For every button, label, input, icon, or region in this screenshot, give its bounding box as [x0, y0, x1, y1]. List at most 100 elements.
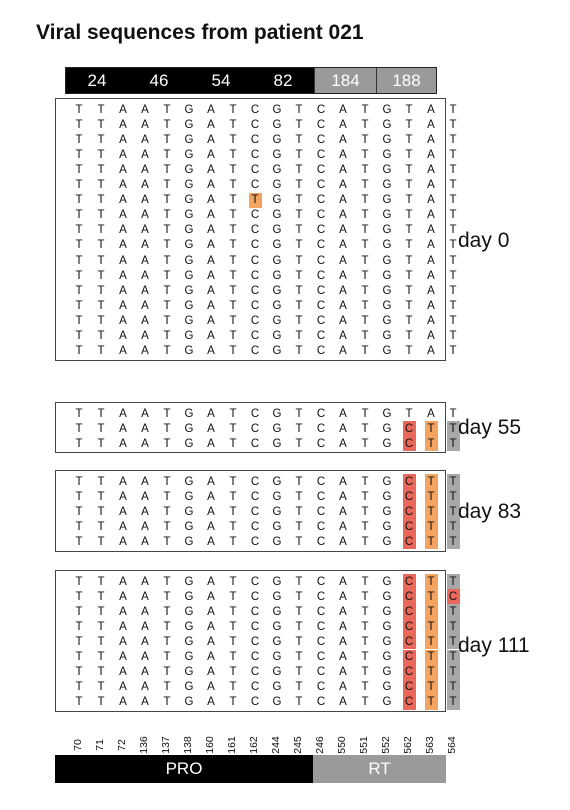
nucleotide-cell: G	[272, 407, 282, 420]
mutation-cell: C	[402, 619, 416, 635]
nucleotide-cell: T	[229, 605, 237, 618]
nucleotide-cell: T	[163, 118, 171, 131]
nucleotide-cell: C	[316, 590, 326, 603]
nucleotide-cell: A	[141, 490, 149, 503]
nucleotide-cell: G	[382, 209, 392, 222]
nucleotide-cell: G	[272, 681, 282, 694]
nucleotide-cell: G	[184, 269, 194, 282]
nucleotide-cell: G	[184, 605, 194, 618]
nucleotide-cell: A	[339, 224, 347, 237]
nucleotide-cell: T	[295, 254, 303, 267]
nucleotide-cell: G	[184, 179, 194, 191]
nucleotide-cell: T	[97, 620, 105, 633]
mutation-cell: T	[424, 504, 438, 520]
nucleotide-cell: T	[295, 194, 303, 207]
nucleotide-cell: T	[295, 269, 303, 282]
nucleotide-cell: G	[184, 239, 194, 252]
nucleotide-cell: T	[295, 345, 303, 358]
nucleotide-cell: A	[141, 224, 149, 237]
nucleotide-cell: T	[97, 194, 105, 207]
nucleotide-cell: T	[97, 535, 105, 548]
nucleotide-cell: C	[316, 163, 326, 176]
nucleotide-cell: A	[207, 330, 215, 342]
nucleotide-cell: T	[97, 407, 105, 420]
nucleotide-cell: A	[141, 284, 149, 297]
nucleotide-cell: A	[207, 148, 215, 161]
nucleotide-cell: T	[75, 666, 83, 679]
nucleotide-cell: G	[184, 535, 194, 548]
nucleotide-cell: G	[184, 148, 194, 161]
nucleotide-cell: G	[382, 345, 392, 358]
mutation-cell: T	[424, 619, 438, 635]
nucleotide-cell: T	[75, 284, 83, 297]
nucleotide-cell: T	[361, 103, 369, 116]
nucleotide-cell: C	[316, 133, 326, 146]
nucleotide-cell: G	[184, 422, 194, 435]
nucleotide-cell: C	[250, 284, 260, 297]
nucleotide-cell: G	[272, 590, 282, 603]
nucleotide-cell: T	[97, 118, 105, 131]
nucleotide-cell: A	[119, 620, 127, 633]
nucleotide-cell: T	[405, 299, 413, 312]
nucleotide-cell: T	[229, 254, 237, 267]
nucleotide-cell: T	[163, 148, 171, 161]
nucleotide-cell: A	[141, 118, 149, 131]
nucleotide-cell: G	[382, 696, 392, 709]
nucleotide-cell: T	[163, 620, 171, 633]
nucleotide-cell: T	[449, 163, 457, 176]
nucleotide-cell: A	[339, 422, 347, 435]
nucleotide-cell: A	[339, 437, 347, 450]
nucleotide-cell: T	[295, 490, 303, 503]
nucleotide-cell: T	[229, 194, 237, 207]
nucleotide-cell: T	[361, 254, 369, 267]
nucleotide-cell: A	[427, 407, 435, 420]
nucleotide-cell: G	[382, 575, 392, 588]
nucleotide-cell: T	[449, 179, 457, 191]
nucleotide-cell: A	[207, 475, 215, 488]
mutation-cell: T	[424, 634, 438, 650]
nucleotide-cell: A	[207, 590, 215, 603]
nucleotide-cell: G	[272, 490, 282, 503]
nucleotide-cell: T	[361, 345, 369, 358]
mutation-cell: T	[446, 519, 460, 535]
nucleotide-cell: T	[405, 194, 413, 207]
nucleotide-cell: A	[339, 148, 347, 161]
nucleotide-cell: A	[427, 254, 435, 267]
nucleotide-cell: T	[295, 239, 303, 252]
nucleotide-cell: A	[141, 299, 149, 312]
nucleotide-cell: G	[382, 651, 392, 663]
nucleotide-cell: T	[361, 666, 369, 679]
mutation-cell: T	[424, 436, 438, 452]
nucleotide-cell: G	[184, 133, 194, 146]
nucleotide-cell: T	[361, 330, 369, 342]
mutation-cell: C	[446, 589, 460, 605]
nucleotide-cell: T	[361, 575, 369, 588]
nucleotide-cell: C	[250, 254, 260, 267]
nucleotide-cell: T	[97, 133, 105, 146]
nucleotide-cell: G	[272, 437, 282, 450]
nucleotide-cell: C	[316, 254, 326, 267]
nucleotide-cell: C	[250, 133, 260, 146]
nucleotide-cell: T	[405, 163, 413, 176]
nucleotide-cell: G	[184, 696, 194, 709]
nucleotide-cell: G	[382, 422, 392, 435]
mutation-cell: T	[424, 604, 438, 620]
nucleotide-cell: T	[295, 163, 303, 176]
nucleotide-cell: G	[184, 575, 194, 588]
nucleotide-cell: T	[295, 505, 303, 518]
mutation-cell: T	[424, 664, 438, 680]
nucleotide-cell: A	[339, 666, 347, 679]
nucleotide-cell: G	[184, 103, 194, 116]
nucleotide-cell: T	[75, 535, 83, 548]
nucleotide-cell: A	[207, 163, 215, 176]
nucleotide-cell: A	[427, 239, 435, 252]
mutation-cell: T	[446, 474, 460, 489]
nucleotide-cell: T	[75, 269, 83, 282]
